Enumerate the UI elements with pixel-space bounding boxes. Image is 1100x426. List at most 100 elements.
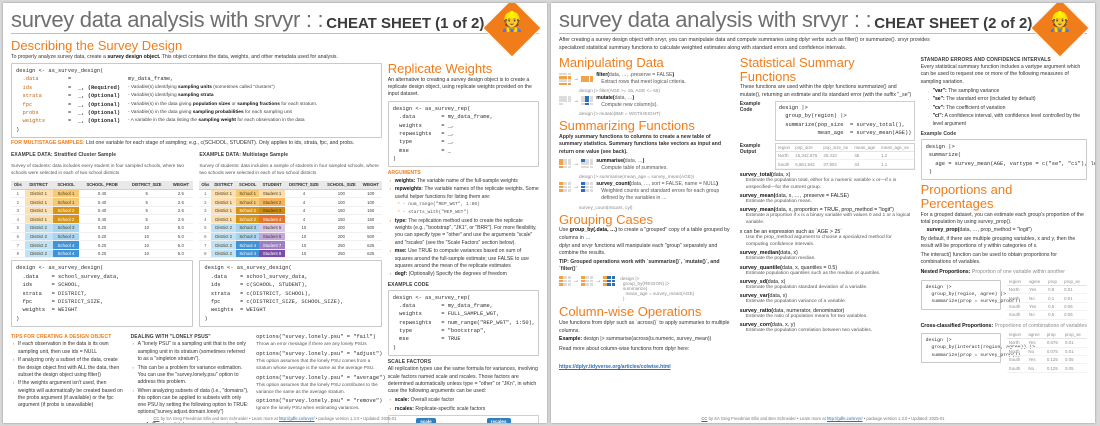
proportions-note-1: By default, if there are multiple groupi… [920, 235, 1076, 250]
out-cell: South [1006, 302, 1028, 312]
tips-heading: TIPS FOR CREATING A DESIGN OBJECT [11, 334, 112, 341]
out-cell: 0.05 [1062, 363, 1088, 373]
grouping-line1-c: to create a "grouped" copy of a table gr… [559, 227, 730, 241]
cell-value: 10 [284, 249, 323, 259]
example-code-label: Example Code [739, 101, 761, 114]
stat-function-args: data, x, proportion = TRUE, prop_method … [775, 207, 894, 214]
example-code-box: design |> group_by(region) |> summarize(… [774, 101, 916, 141]
nested-text: Proportion of one variable within anothe… [970, 269, 1066, 276]
th-district-size: DISTRICT_SIZE [124, 180, 169, 190]
cell-value: 10 [124, 240, 169, 250]
th-school-prob: SCHOOL_PROB [79, 180, 125, 190]
arg-desc: Use TRUE to compute variances based on s… [394, 248, 529, 269]
colwise-example-label: Example: [559, 335, 583, 342]
table-row: South No 0.5 0.05 [1006, 310, 1088, 320]
srvyr-site-link[interactable]: http://gdfe.co/srvyr/ [278, 416, 315, 421]
grouping-line-1: Use group_by(.data, …) to create a "grou… [559, 227, 734, 242]
lonely-item: This can be a problem for variance estim… [133, 365, 251, 387]
stat-function-entry: survey_sd(data, x) Estimate the populatio… [740, 279, 915, 292]
design-intro-a: To properly analyze survey data, create … [11, 53, 108, 60]
table-header-row: region agree prop prop_se [1006, 330, 1088, 340]
arrow-icon: → [573, 76, 580, 83]
cell-value: 10 [124, 223, 169, 233]
cell-value: 10 [284, 232, 323, 242]
cell-obs: 7 [199, 240, 212, 250]
rscales-chip: rscales [486, 417, 511, 423]
table-row: 7 District 2 School 4 0.20 10 5.0 [11, 240, 194, 250]
group-by-pictogram: → → [559, 275, 616, 286]
cell-value: 2.5 [168, 206, 194, 216]
nested-proportions-line: Nested Proportions: Proportion of one va… [921, 269, 1087, 276]
database-steps-list: Create a database connection using the D… [152, 422, 250, 423]
summarizing-intro: Apply summary functions to columns to cr… [559, 133, 722, 155]
grouping-example-verb: → → design |> group_by(REGION) |> summar… [559, 275, 734, 302]
design-intro-c: This object contains the data, weights, … [160, 53, 338, 60]
cell-obs: 5 [199, 223, 212, 233]
section-manipulating-data: Manipulating Data [559, 55, 664, 71]
scale-item-desc: Replicate-specific scale factors [413, 405, 486, 412]
lonely-heading: DEALING WITH "LONELY PSUS" [130, 334, 211, 341]
colwise-example: Example: design |> summarise(across(is.n… [559, 336, 734, 343]
cell-value: District 2 [24, 240, 53, 250]
survey-prop-name: survey_prop( [926, 227, 960, 234]
out-cell: South [1006, 310, 1028, 320]
cell-value: District 1 [211, 197, 237, 207]
cell-value: District 1 [211, 214, 237, 225]
page-2-footer: CC by SA Greg Freedman Ellis and Ben Sch… [551, 416, 1095, 421]
cc-license-link[interactable]: CC [701, 416, 708, 421]
stat-function-desc: Estimate the population standard deviati… [745, 285, 868, 291]
srvyr-site-link[interactable]: http://gdfe.co/srvyr/ [826, 416, 863, 421]
cell-value: 0.40 [79, 189, 125, 199]
out-cell: Yes [1026, 355, 1045, 365]
verb-example: design |> mutate(BMI = WGT/HEIGHT) [579, 111, 661, 117]
th-weight: WEIGHT [359, 180, 382, 190]
verb-close: ) [642, 157, 645, 164]
cell-obs: 6 [11, 232, 25, 242]
stat-function-entry: survey_total(data, x) Estimate the popula… [740, 172, 915, 192]
stat-function-entry: survey_var(data, x) Estimate the populati… [740, 293, 915, 306]
out-col-header: region [775, 143, 794, 152]
colwise-read-more: Read more about column-wise functions fr… [559, 346, 690, 353]
stat-function-entry: survey_mean(data, x, …, .preserve = FALS… [740, 193, 915, 206]
cell-value: School 1 [236, 189, 260, 199]
stat-function-entry: survey_mean(data, x, proportion = TRUE, … [740, 207, 915, 227]
verb-args: data, …, .preserve = FALSE [608, 71, 673, 78]
out-cell: 44 [852, 159, 880, 169]
cell-value: School 3 [236, 232, 260, 242]
design-code-row: .data = my_data_frame, [16, 76, 174, 83]
nested-table-col: region agree prop prop_se North Yes 0.9 0.01 No… [1006, 277, 1088, 320]
page-subtitle: CHEAT SHEET (1 of 2) [326, 15, 485, 32]
out-cell: 1.2 [879, 151, 914, 161]
stat-function-desc: Estimate the population variance of a va… [745, 299, 847, 305]
cross-proportions-table: region agree prop prop_se North Yes 0.675 0.01… [1006, 330, 1088, 373]
out-cell: 0.675 [1044, 338, 1063, 348]
table-row: 2 District 1 School 1 Student 2 4 100 100 [199, 197, 382, 207]
cell-value: 200 [322, 223, 360, 233]
errors-proportions-column: STANDARD ERRORS AND CONFIDENCE INTERVALS… [920, 53, 1095, 373]
scale-factors-heading: SCALE FACTORS [387, 359, 432, 366]
table-row: 4 District 1 School 2 0.40 5 2.5 [11, 214, 194, 225]
colwise-doc-link[interactable]: https://dplyr.tidyverse.org/articles/col… [559, 363, 671, 370]
srvyr-logo: 👷 srvyr [1030, 3, 1090, 63]
cc-license-link[interactable]: CC [153, 416, 160, 421]
out-cell: No [1027, 310, 1047, 320]
survey-prop-args: data, …, prop_method = "logit") [959, 227, 1032, 234]
tips-block: TIPS FOR CREATING A DESIGN OBJECT If eac… [11, 331, 125, 418]
stat-function-desc: Use the prop_method argument to choose a… [745, 234, 892, 247]
out-cell: 0.01 [1062, 338, 1088, 348]
out-cell: Yes [1026, 338, 1045, 348]
cell-value: District 1 [24, 206, 53, 216]
cell-value: 10 [124, 232, 169, 242]
verb-close: ) [716, 181, 718, 188]
out-cell: Yes [1027, 302, 1047, 312]
stat-function-args: data, x, y) [771, 322, 796, 329]
stat-function-name: survey_total( [739, 171, 773, 178]
pic-in [559, 276, 572, 286]
verb-pictogram: → [559, 95, 594, 106]
cell-value: 10 [284, 240, 323, 250]
th-district: DISTRICT [24, 180, 53, 190]
table-row: 2 District 1 School 1 0.40 5 2.5 [11, 197, 194, 207]
arg-name: type: [394, 218, 407, 225]
table-row: 7 District 2 School 4 Student 7 10 250 625 [199, 240, 382, 250]
cell-value: Student 8 [259, 249, 285, 259]
